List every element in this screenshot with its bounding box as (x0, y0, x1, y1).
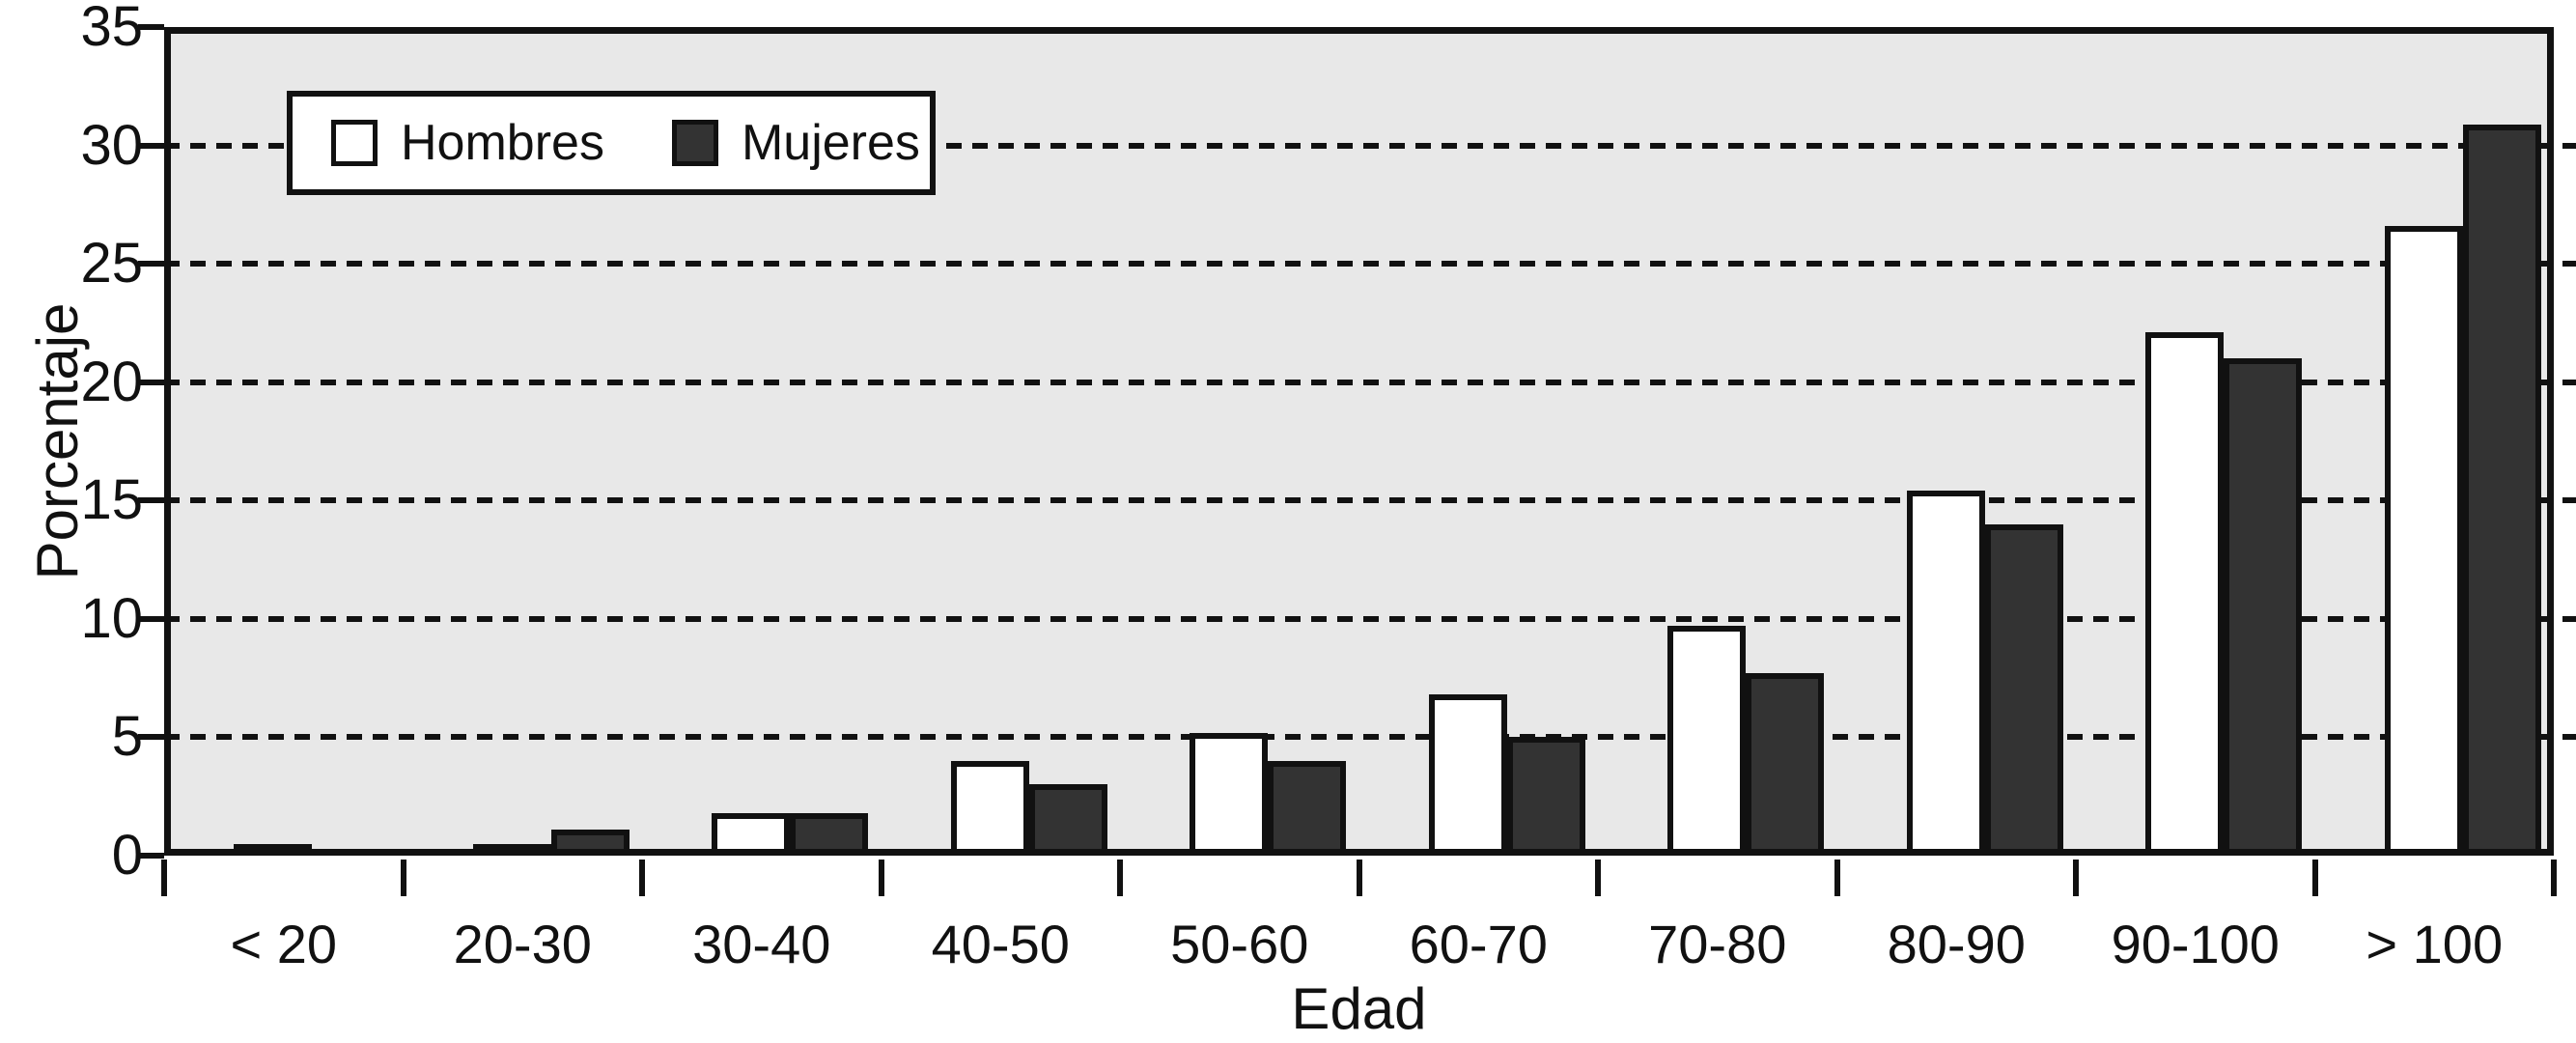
x-tick-mark-2 (639, 860, 645, 896)
y-tick-mark-20 (138, 379, 164, 385)
y-tick-label-10: 10 (80, 586, 143, 650)
y-tick-label-5: 5 (111, 705, 143, 769)
x-tick-mark-1 (400, 860, 406, 896)
y-tick-mark-15 (138, 497, 164, 504)
y-tick-label-0: 0 (111, 824, 143, 887)
y-tick-mark-0 (138, 853, 164, 859)
y-tick-label-15: 15 (80, 468, 143, 532)
bar-mujeres-6 (1746, 673, 1824, 856)
y-tick-mark-10 (138, 615, 164, 622)
bar-hombres-9 (2384, 226, 2463, 856)
bar-mujeres-2 (790, 813, 868, 856)
y-tick-mark-35 (138, 24, 164, 30)
gridline-30 (164, 142, 2576, 149)
bar-mujeres-7 (1984, 524, 2063, 856)
bar-mujeres-0 (312, 849, 390, 856)
x-tick-label-1: 20-30 (453, 914, 592, 974)
y-tick-label-25: 25 (80, 232, 143, 296)
gridline-25 (164, 261, 2576, 268)
x-tick-mark-5 (1356, 860, 1362, 896)
x-tick-mark-9 (2311, 860, 2318, 896)
x-tick-label-0: < 20 (230, 914, 338, 974)
x-tick-label-9: > 100 (2366, 914, 2504, 974)
x-tick-label-6: 70-80 (1648, 914, 1787, 974)
bar-hombres-6 (1667, 626, 1746, 856)
bar-hombres-0 (234, 844, 312, 856)
x-tick-label-5: 60-70 (1409, 914, 1548, 974)
gridline-10 (164, 615, 2576, 622)
x-tick-label-4: 50-60 (1170, 914, 1309, 974)
y-axis-title: Porcentaje (25, 302, 90, 580)
gridline-15 (164, 497, 2576, 504)
x-tick-mark-8 (2073, 860, 2079, 896)
bar-hombres-7 (1906, 491, 1985, 856)
legend-swatch-mujeres (671, 120, 718, 166)
x-tick-mark-3 (878, 860, 884, 896)
x-tick-label-7: 80-90 (1887, 914, 2026, 974)
x-tick-mark-10 (2551, 860, 2557, 896)
bar-mujeres-4 (1268, 761, 1346, 856)
x-tick-mark-4 (1117, 860, 1123, 896)
y-tick-label-30: 30 (80, 113, 143, 177)
plot-area: Hombres Mujeres (164, 27, 2576, 856)
x-tick-label-8: 90-100 (2111, 914, 2280, 974)
x-tick-label-2: 30-40 (692, 914, 831, 974)
y-tick-mark-30 (138, 142, 164, 149)
x-tick-mark-7 (1834, 860, 1840, 896)
bar-hombres-2 (712, 813, 790, 856)
x-axis-title: Edad (1291, 976, 1427, 1041)
legend-label-mujeres: Mujeres (741, 115, 920, 171)
bar-mujeres-9 (2462, 125, 2541, 856)
y-tick-mark-25 (138, 261, 164, 268)
bar-mujeres-5 (1506, 737, 1585, 856)
legend: Hombres Mujeres (287, 91, 936, 195)
y-tick-mark-5 (138, 734, 164, 741)
x-tick-label-3: 40-50 (931, 914, 1070, 974)
gridline-20 (164, 379, 2576, 385)
bar-mujeres-8 (2224, 358, 2302, 856)
x-tick-mark-6 (1595, 860, 1601, 896)
legend-label-hombres: Hombres (401, 115, 604, 171)
y-tick-label-35: 35 (80, 0, 143, 58)
bar-hombres-1 (472, 844, 551, 856)
legend-swatch-hombres (331, 120, 378, 166)
bar-hombres-4 (1190, 733, 1268, 856)
bar-hombres-5 (1428, 694, 1507, 856)
bar-hombres-8 (2145, 332, 2224, 856)
x-tick-mark-0 (161, 860, 167, 896)
bar-mujeres-3 (1028, 784, 1107, 856)
bar-hombres-3 (950, 761, 1029, 856)
bar-mujeres-1 (550, 830, 630, 856)
gridline-5 (164, 734, 2576, 741)
y-tick-label-20: 20 (80, 350, 143, 413)
